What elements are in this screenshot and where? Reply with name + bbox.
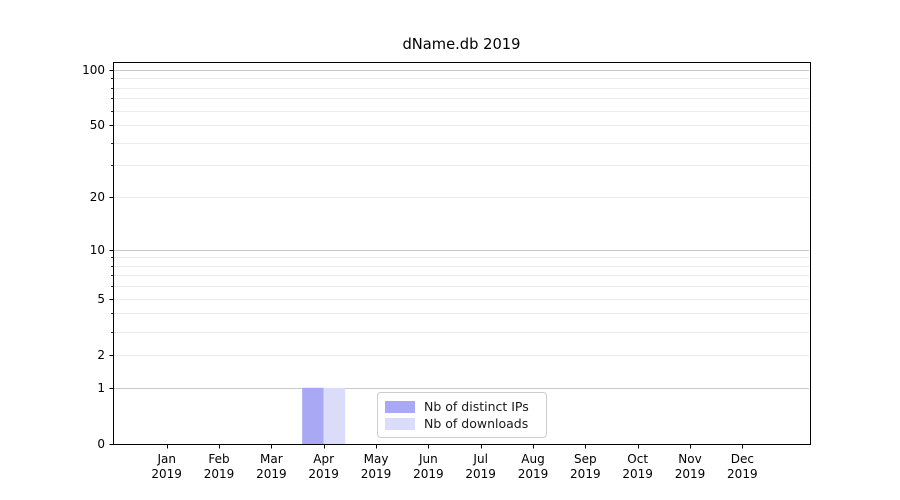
- x-tick-label: Jul 2019: [453, 452, 509, 482]
- legend-label-downloads: Nb of downloads: [424, 416, 529, 431]
- x-tick-year: 2019: [413, 467, 444, 481]
- legend: Nb of distinct IPs Nb of downloads: [377, 392, 547, 438]
- x-tick-month: Jun: [418, 452, 438, 466]
- x-tick-month: Jan: [157, 452, 176, 466]
- x-tick-year: 2019: [674, 467, 706, 481]
- y-tick-label: 5: [97, 291, 105, 306]
- x-tick-label: Apr 2019: [296, 452, 352, 482]
- y-tick-label: 1: [97, 380, 105, 395]
- x-tick-label: Mar 2019: [243, 452, 299, 482]
- x-tick-label: Nov 2019: [662, 452, 718, 482]
- x-tick-year: 2019: [308, 467, 339, 481]
- x-tick-label: Aug 2019: [505, 452, 561, 482]
- x-tick-year: 2019: [570, 467, 601, 481]
- x-tick-month: Jul: [473, 452, 488, 466]
- x-tick-month: Feb: [208, 452, 230, 466]
- axes-frame: [113, 62, 811, 445]
- chart-title: dName.db 2019: [402, 36, 521, 53]
- x-tick-label: Oct 2019: [610, 452, 666, 482]
- x-tick-month: Dec: [730, 452, 754, 466]
- y-tick-label: 0: [97, 437, 105, 451]
- x-tick-label: Jan 2019: [139, 452, 195, 482]
- y-tick-label: 20: [89, 190, 105, 205]
- y-tick-label: 10: [89, 242, 105, 257]
- legend-label-distinct-ips: Nb of distinct IPs: [424, 399, 529, 414]
- bar-nb-of-distinct-ips: [302, 387, 324, 444]
- y-tick-label: 50: [89, 118, 105, 133]
- legend-item-distinct-ips: Nb of distinct IPs: [385, 398, 537, 415]
- x-tick-month: Aug: [521, 452, 545, 466]
- x-tick-year: 2019: [360, 467, 392, 481]
- x-tick-label: Sep 2019: [557, 452, 613, 482]
- y-tick-label: 2: [97, 347, 105, 362]
- x-tick-year: 2019: [256, 467, 287, 481]
- x-tick-year: 2019: [203, 467, 235, 481]
- x-tick-label: May 2019: [348, 452, 404, 482]
- x-tick-label: Jun 2019: [400, 452, 456, 482]
- x-tick-month: May: [363, 452, 389, 466]
- x-tick-year: 2019: [465, 467, 496, 481]
- x-tick-year: 2019: [517, 467, 549, 481]
- x-tick-label: Feb 2019: [191, 452, 247, 482]
- x-tick-label: Dec 2019: [714, 452, 770, 482]
- x-tick-year: 2019: [727, 467, 758, 481]
- legend-item-downloads: Nb of downloads: [385, 415, 537, 432]
- x-tick-month: Oct: [627, 452, 649, 466]
- x-tick-year: 2019: [622, 467, 653, 481]
- legend-swatch-distinct-ips: [385, 400, 415, 413]
- legend-swatch-downloads: [385, 417, 415, 430]
- x-tick-year: 2019: [151, 467, 182, 481]
- x-tick-month: Nov: [678, 452, 702, 466]
- x-tick-month: Mar: [260, 452, 283, 466]
- bar-nb-of-downloads: [323, 387, 346, 444]
- x-tick-month: Apr: [313, 452, 335, 466]
- x-tick-month: Sep: [574, 452, 597, 466]
- y-tick-label: 100: [82, 62, 105, 77]
